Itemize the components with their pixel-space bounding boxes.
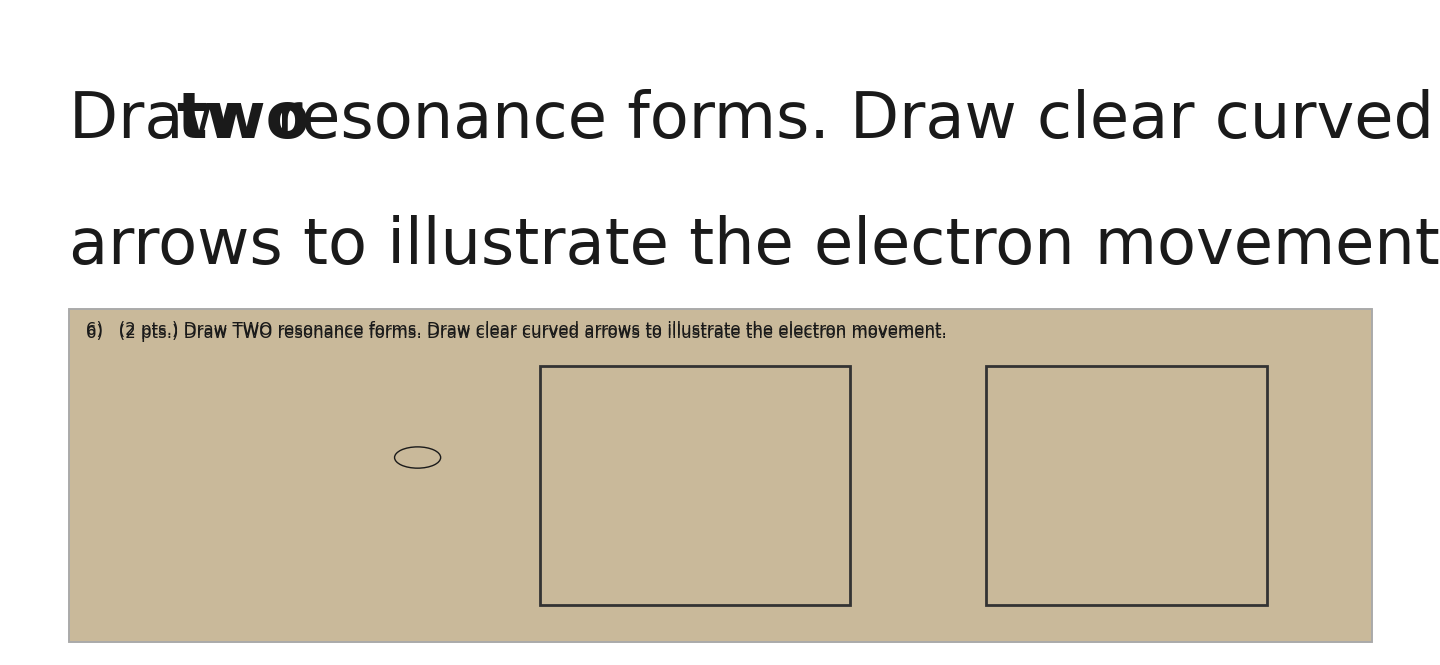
Text: Draw: Draw xyxy=(69,88,256,151)
Text: A: A xyxy=(552,577,569,597)
Text: arrows to illustrate the electron movement:: arrows to illustrate the electron moveme… xyxy=(69,215,1440,277)
Text: 6)   (2 pts.) Draw TWO resonance forms. Draw clear curved arrows to illustrate t: 6) (2 pts.) Draw TWO resonance forms. Dr… xyxy=(86,321,948,339)
Text: $\mathsf{-CH_2}$: $\mathsf{-CH_2}$ xyxy=(386,482,436,502)
Text: H$_3$C: H$_3$C xyxy=(69,482,105,502)
Text: +: + xyxy=(412,451,423,464)
Text: two: two xyxy=(176,88,310,151)
Text: B: B xyxy=(998,577,1015,597)
Text: resonance forms. Draw clear curved: resonance forms. Draw clear curved xyxy=(256,88,1434,151)
Text: 6)   (2 pts.) Draw TWO resonance forms. Draw clear curved arrows to illustrate t: 6) (2 pts.) Draw TWO resonance forms. Dr… xyxy=(86,324,948,342)
